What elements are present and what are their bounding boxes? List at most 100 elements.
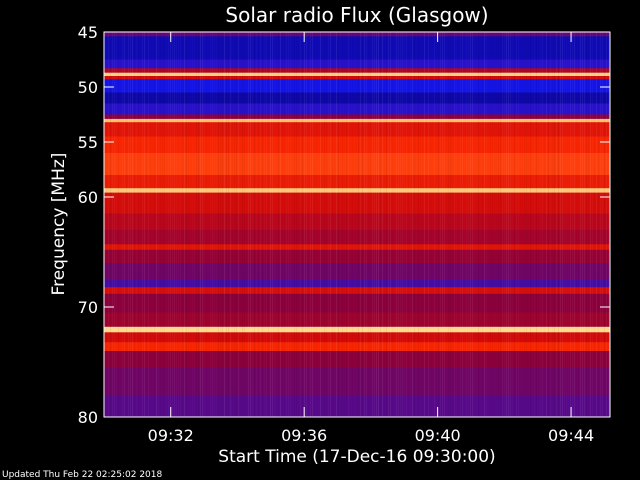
- noise-streak: [366, 32, 367, 417]
- noise-streak: [548, 32, 549, 417]
- noise-streak: [330, 32, 331, 417]
- noise-streak: [214, 32, 215, 417]
- noise-streak: [572, 32, 573, 417]
- noise-streak: [540, 32, 541, 417]
- noise-streak: [584, 32, 585, 417]
- noise-streak: [352, 32, 353, 417]
- noise-streak: [180, 32, 181, 417]
- noise-streak: [422, 32, 423, 417]
- noise-streak: [598, 32, 599, 417]
- noise-streak: [570, 32, 571, 417]
- noise-streak: [232, 32, 233, 417]
- noise-streak: [514, 32, 515, 417]
- noise-streak: [126, 32, 127, 417]
- frequency-band: [104, 72, 610, 77]
- noise-streak: [146, 32, 147, 417]
- noise-streak: [212, 32, 213, 417]
- noise-streak: [602, 32, 603, 417]
- frequency-band: [104, 76, 610, 80]
- noise-streak: [440, 32, 441, 417]
- noise-streak: [396, 32, 397, 417]
- noise-streak: [300, 32, 301, 417]
- noise-streak: [376, 32, 377, 417]
- noise-streak: [306, 32, 307, 417]
- noise-streak: [554, 32, 555, 417]
- noise-streak: [182, 32, 183, 417]
- noise-streak: [512, 32, 513, 417]
- noise-streak: [356, 32, 357, 417]
- noise-streak: [308, 32, 309, 417]
- noise-streak: [340, 32, 341, 417]
- noise-streak: [160, 32, 161, 417]
- noise-streak: [402, 32, 403, 417]
- noise-streak: [258, 32, 259, 417]
- noise-streak: [444, 32, 445, 417]
- noise-streak: [504, 32, 505, 417]
- frequency-band: [104, 332, 610, 343]
- frequency-band: [104, 79, 610, 93]
- noise-streak: [474, 32, 475, 417]
- frequency-band: [104, 103, 610, 115]
- noise-streak: [142, 32, 143, 417]
- noise-streak: [454, 32, 455, 417]
- noise-streak: [438, 32, 439, 417]
- frequency-band: [104, 230, 610, 245]
- noise-streak: [166, 32, 167, 417]
- frequency-band: [104, 395, 610, 417]
- noise-streak: [326, 32, 327, 417]
- noise-streak: [392, 32, 393, 417]
- noise-streak: [552, 32, 553, 417]
- noise-streak: [516, 32, 517, 417]
- noise-streak: [144, 32, 145, 417]
- noise-streak: [592, 32, 593, 417]
- noise-streak: [484, 32, 485, 417]
- noise-streak: [480, 32, 481, 417]
- noise-streak: [210, 32, 211, 417]
- noise-streak: [524, 32, 525, 417]
- noise-streak: [150, 32, 151, 417]
- noise-streak: [518, 32, 519, 417]
- noise-streak: [270, 32, 271, 417]
- noise-streak: [148, 32, 149, 417]
- noise-streak: [452, 32, 453, 417]
- noise-streak: [582, 32, 583, 417]
- noise-streak: [390, 32, 391, 417]
- noise-streak: [538, 32, 539, 417]
- noise-streak: [234, 32, 235, 417]
- noise-streak: [580, 32, 581, 417]
- frequency-band: [104, 175, 610, 189]
- noise-streak: [206, 32, 207, 417]
- noise-streak: [202, 32, 203, 417]
- noise-streak: [556, 32, 557, 417]
- noise-streak: [406, 32, 407, 417]
- noise-streak: [242, 32, 243, 417]
- noise-streak: [466, 32, 467, 417]
- frequency-band: [104, 367, 610, 396]
- noise-streak: [464, 32, 465, 417]
- noise-streak: [342, 32, 343, 417]
- noise-streak: [298, 32, 299, 417]
- noise-streak: [414, 32, 415, 417]
- noise-streak: [560, 32, 561, 417]
- frequency-band: [104, 36, 610, 60]
- noise-streak: [576, 32, 577, 417]
- noise-streak: [378, 32, 379, 417]
- noise-streak: [130, 32, 131, 417]
- frequency-band: [104, 122, 610, 137]
- noise-streak: [238, 32, 239, 417]
- noise-streak: [310, 32, 311, 417]
- noise-streak: [188, 32, 189, 417]
- noise-streak: [296, 32, 297, 417]
- noise-streak: [526, 32, 527, 417]
- y-tick-label: 50: [78, 78, 98, 97]
- noise-streak: [470, 32, 471, 417]
- noise-streak: [114, 32, 115, 417]
- frequency-band: [104, 114, 610, 120]
- noise-streak: [324, 32, 325, 417]
- noise-streak: [566, 32, 567, 417]
- noise-streak: [176, 32, 177, 417]
- noise-streak: [302, 32, 303, 417]
- noise-streak: [476, 32, 477, 417]
- noise-streak: [380, 32, 381, 417]
